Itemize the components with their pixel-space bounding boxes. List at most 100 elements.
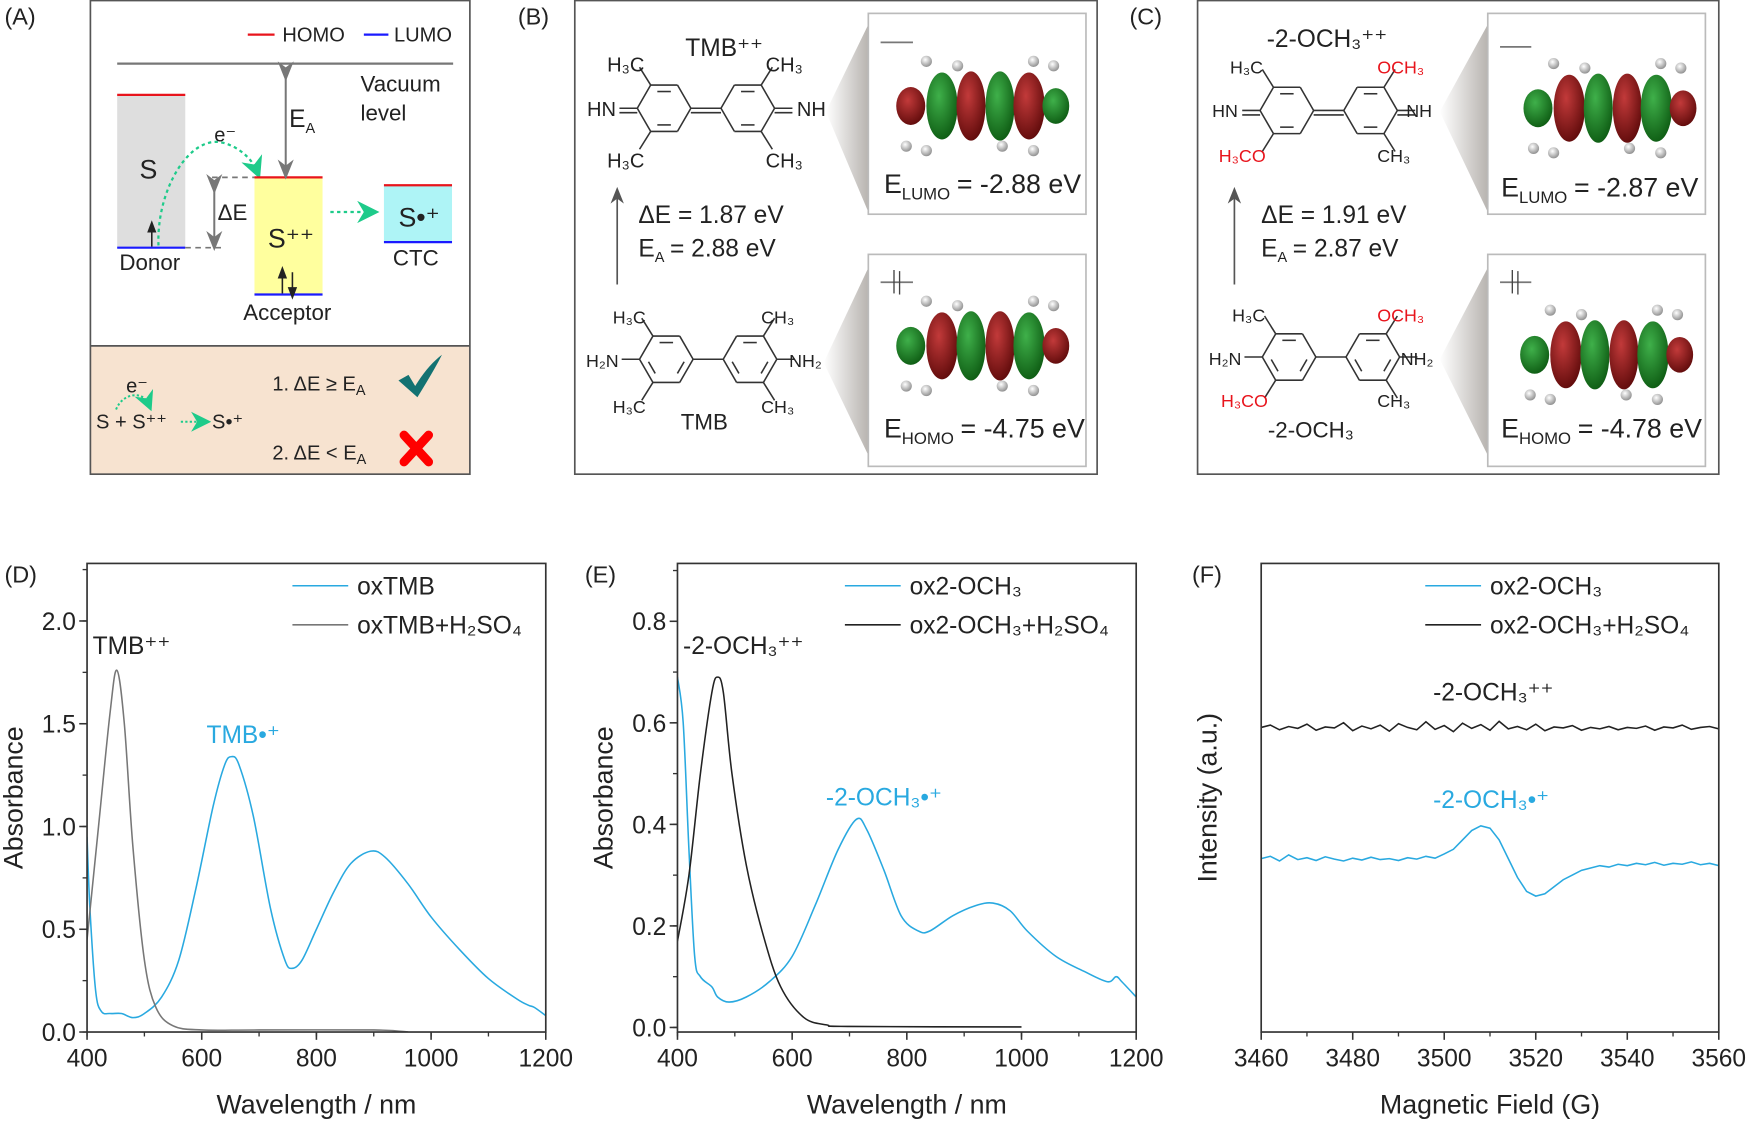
substituent: HN — [587, 99, 616, 121]
hydrogen-atom — [920, 295, 932, 307]
y-axis-label: Absorbance — [589, 726, 619, 869]
hydrogen-atom — [1048, 300, 1060, 312]
y-tick-label: 0.0 — [632, 1015, 666, 1042]
methoxy-substituent: OCH₃ — [1377, 305, 1424, 325]
substituent: H₃C — [613, 308, 646, 328]
y-axis-label: Absorbance — [0, 726, 28, 869]
series-line-2 — [1261, 720, 1719, 733]
tmb-oxidized-structure — [619, 66, 793, 150]
homo-energy: EHOMO = -4.75 eV — [884, 413, 1085, 448]
legend-label: ox2-OCH₃+H₂SO₄ — [910, 613, 1109, 640]
x-tick-label: 3500 — [1417, 1046, 1472, 1073]
reaction-product: S•⁺ — [212, 411, 243, 433]
orbital-lobe — [926, 72, 958, 140]
substituent: CH₃ — [1377, 146, 1410, 166]
hydrogen-atom — [1548, 58, 1560, 70]
peak-annotation: -2-OCH₃⁺⁺ — [683, 633, 803, 660]
hydrogen-atom — [920, 145, 932, 157]
substituent: NH — [797, 99, 826, 121]
delta-e-value: ΔE = 1.91 eV — [1261, 202, 1407, 229]
orbital-lobe — [1042, 88, 1070, 124]
y-tick-label: 0.2 — [632, 914, 666, 941]
orbital-lobe — [896, 87, 926, 125]
donor-symbol: S — [140, 155, 158, 185]
ctc-symbol: S•⁺ — [398, 202, 439, 232]
orbital-lobe — [1580, 320, 1610, 390]
delta-e-value: ΔE = 1.87 eV — [638, 202, 784, 229]
lumo-orbital-image — [1523, 58, 1697, 159]
orbital-lobe — [1520, 335, 1550, 374]
peak-annotation: -2-OCH₃•⁺ — [1433, 787, 1549, 814]
methoxy-substituent: H₃CO — [1219, 146, 1266, 166]
homo-orbital-image — [1520, 304, 1694, 405]
electron-label: e⁻ — [214, 125, 236, 147]
y-tick-label: 0.4 — [632, 812, 666, 839]
orbital-lobe — [1609, 320, 1639, 390]
hydrogen-atom — [1027, 295, 1040, 307]
hydrogen-atom — [1027, 55, 1040, 67]
x-tick-label: 400 — [657, 1046, 698, 1073]
orbital-lobe — [1637, 321, 1669, 389]
orbital-lobe — [1013, 72, 1045, 140]
hydrogen-atom — [1544, 393, 1556, 405]
oxidized-name: -2-OCH₃⁺⁺ — [1267, 26, 1387, 53]
acceptor-label: Acceptor — [243, 300, 332, 325]
hydrogen-atom — [1655, 147, 1667, 159]
hydrogen-atom — [996, 140, 1008, 152]
orbital-lobe — [1640, 74, 1672, 142]
substituent: CH₃ — [761, 397, 794, 417]
zoom-wedge — [1439, 267, 1488, 456]
x-tick-label: 3460 — [1234, 1046, 1289, 1073]
substituent: H₂N — [1209, 349, 1242, 369]
hydrogen-atom — [1675, 62, 1687, 74]
lumo-energy: ELUMO = -2.87 eV — [1501, 172, 1698, 207]
panel-a: (A) HOMO LUMO Vacuum level S Donor ΔE e⁻… — [4, 0, 471, 476]
orbital-lobe — [1550, 321, 1582, 389]
y-tick-label: 1.0 — [42, 814, 76, 841]
substituent: CH₃ — [1377, 391, 1410, 411]
x-tick-label: 3560 — [1692, 1046, 1747, 1073]
substituent: NH — [1406, 101, 1432, 121]
hydrogen-atom — [920, 384, 932, 397]
x-tick-label: 3520 — [1508, 1046, 1563, 1073]
methoxy-substituent: OCH₃ — [1377, 58, 1424, 78]
methoxy-structure — [1244, 315, 1418, 399]
orbital-lobe — [956, 311, 986, 381]
panel-label-f: (F) — [1192, 561, 1222, 587]
legend-label: ox2-OCH₃+H₂SO₄ — [1490, 613, 1689, 640]
peak-annotation: -2-OCH₃•⁺ — [826, 785, 942, 812]
legend-label: oxTMB+H₂SO₄ — [357, 613, 522, 640]
x-axis-label: Wavelength / nm — [216, 1089, 416, 1119]
substituent: CH₃ — [761, 308, 794, 328]
ea-value: EA = 2.87 eV — [1261, 236, 1399, 267]
hydrogen-atom — [952, 60, 964, 72]
substituent: H₃C — [607, 150, 644, 172]
x-tick-label: 400 — [67, 1046, 108, 1073]
orbital-lobe — [1523, 89, 1553, 128]
plot-frame — [86, 562, 547, 1033]
zoom-wedge — [1439, 24, 1488, 212]
hydrogen-atom — [1620, 389, 1632, 401]
panel-c-frame — [1196, 0, 1720, 476]
donor-label: Donor — [119, 250, 180, 275]
hydrogen-atom — [920, 55, 932, 67]
x-tick-label: 1200 — [1109, 1046, 1164, 1073]
panel-label-e: (E) — [585, 561, 616, 587]
substituent: NH₂ — [1401, 349, 1434, 369]
hydrogen-atom — [1527, 142, 1540, 154]
series-line-2 — [87, 669, 409, 1033]
chart-d: 400 600 800 1000 1200 0.0 0.5 1.0 1.5 2.0 oxTMB oxT… — [0, 562, 573, 1119]
homo-energy: EHOMO = -4.78 eV — [1501, 413, 1702, 448]
reduced-name: -2-OCH₃ — [1268, 417, 1354, 442]
panel-b: (B) TMB⁺⁺ H₃C CH₃ H₃C CH₃ HN NH ΔE = 1.8… — [518, 0, 1098, 476]
y-tick-label: 0.8 — [632, 609, 666, 636]
orbital-lobe — [1666, 336, 1694, 373]
plot-frame — [1260, 562, 1720, 1033]
orbital-lobe — [1013, 312, 1045, 380]
hydrogen-atom — [1544, 304, 1556, 316]
x-tick-label: 800 — [296, 1046, 337, 1073]
x-tick-label: 600 — [181, 1046, 222, 1073]
check-icon — [398, 354, 442, 398]
condition-1: 1. ΔE ≥ EA — [272, 373, 366, 398]
